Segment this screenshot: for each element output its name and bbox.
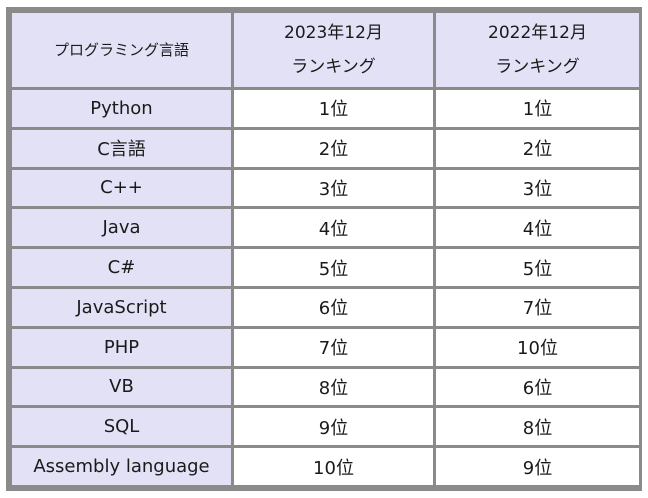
rank-2023-cell: 6位	[231, 285, 436, 329]
rank-2022-cell: 10位	[433, 325, 642, 369]
header-2022-label: ランキング	[495, 57, 580, 77]
table-row: C# 5位 5位	[9, 246, 642, 289]
table-row: PHP 7位 10位	[9, 325, 642, 369]
language-cell: C++	[9, 166, 234, 210]
rank-2023-cell: 10位	[231, 445, 436, 488]
table-row: Python 1位 1位	[9, 87, 642, 130]
table-row: C言語 2位 2位	[9, 126, 642, 170]
rank-2023-cell: 9位	[231, 405, 436, 449]
language-cell: PHP	[9, 325, 234, 369]
rank-2022-cell: 1位	[433, 87, 642, 130]
rank-2023-cell: 5位	[231, 246, 436, 289]
rank-2022-cell: 2位	[433, 126, 642, 170]
rank-2022-cell: 8位	[433, 405, 642, 449]
language-cell: C#	[9, 246, 234, 289]
header-2023-date: 2023年12月	[284, 23, 383, 43]
header-language: プログラミング言語	[9, 10, 234, 90]
rank-2023-cell: 7位	[231, 325, 436, 369]
rank-2023-cell: 4位	[231, 206, 436, 250]
header-2023-label: ランキング	[291, 57, 376, 77]
table-row: JavaScript 6位 7位	[9, 285, 642, 329]
rank-2023-cell: 1位	[231, 87, 436, 130]
rank-2023-cell: 8位	[231, 365, 436, 409]
rank-2022-cell: 3位	[433, 166, 642, 210]
table-header-row: プログラミング言語 2023年12月 ランキング 2022年12月 ランキング	[9, 10, 642, 90]
header-2022-ranking: 2022年12月 ランキング	[433, 10, 642, 90]
table-row: SQL 9位 8位	[9, 405, 642, 449]
language-cell: SQL	[9, 405, 234, 449]
rank-2022-cell: 6位	[433, 365, 642, 409]
rank-2022-cell: 4位	[433, 206, 642, 250]
header-2023-ranking: 2023年12月 ランキング	[231, 10, 436, 90]
header-2022-date: 2022年12月	[488, 23, 587, 43]
table-row: C++ 3位 3位	[9, 166, 642, 210]
table-row: Java 4位 4位	[9, 206, 642, 250]
rank-2022-cell: 7位	[433, 285, 642, 329]
rank-2023-cell: 3位	[231, 166, 436, 210]
table-row: Assembly language 10位 9位	[9, 445, 642, 488]
ranking-table-container: プログラミング言語 2023年12月 ランキング 2022年12月 ランキング …	[6, 7, 642, 491]
language-cell: VB	[9, 365, 234, 409]
programming-language-ranking-table: プログラミング言語 2023年12月 ランキング 2022年12月 ランキング …	[9, 10, 642, 488]
language-cell: Java	[9, 206, 234, 250]
language-cell: JavaScript	[9, 285, 234, 329]
rank-2022-cell: 5位	[433, 246, 642, 289]
language-cell: C言語	[9, 126, 234, 170]
table-row: VB 8位 6位	[9, 365, 642, 409]
language-cell: Python	[9, 87, 234, 130]
rank-2022-cell: 9位	[433, 445, 642, 488]
rank-2023-cell: 2位	[231, 126, 436, 170]
language-cell: Assembly language	[9, 445, 234, 488]
